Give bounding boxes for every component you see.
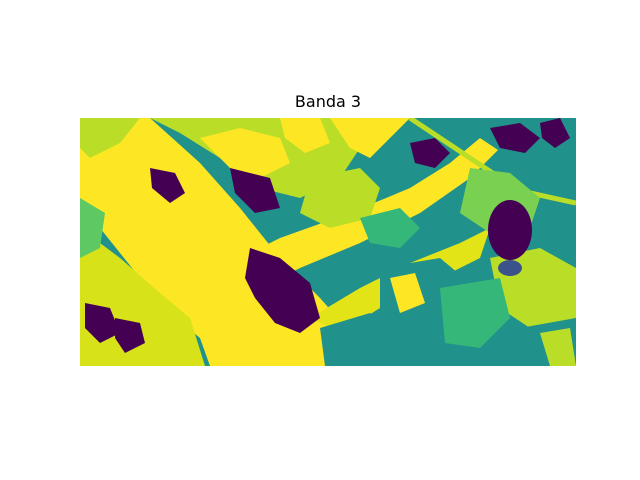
image-title: Banda 3 [294, 92, 362, 111]
raster-svg [80, 118, 576, 366]
raster-image [80, 118, 576, 366]
